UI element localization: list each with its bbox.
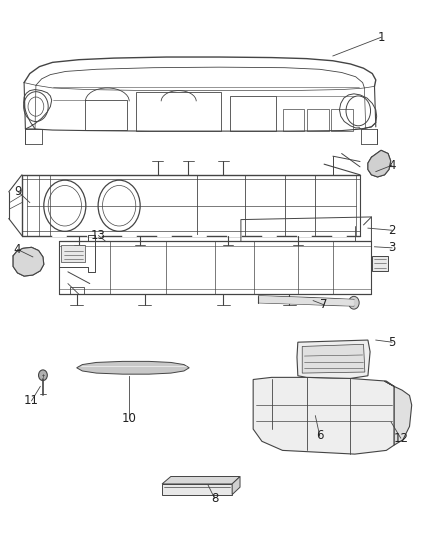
Text: 13: 13 [91, 229, 106, 242]
Polygon shape [162, 477, 240, 484]
Polygon shape [13, 247, 44, 276]
Circle shape [316, 398, 332, 417]
Text: 8: 8 [211, 492, 218, 505]
Polygon shape [253, 377, 394, 454]
Circle shape [349, 296, 359, 309]
Polygon shape [162, 484, 232, 495]
Text: 1: 1 [377, 31, 385, 44]
Text: 4: 4 [388, 159, 396, 172]
Polygon shape [385, 381, 412, 445]
Polygon shape [372, 256, 388, 271]
Text: 5: 5 [389, 336, 396, 349]
Polygon shape [61, 245, 85, 262]
Text: 12: 12 [393, 432, 408, 445]
Text: 4: 4 [14, 243, 21, 256]
Text: 11: 11 [24, 394, 39, 407]
Circle shape [39, 370, 47, 381]
Polygon shape [297, 340, 370, 378]
Text: 10: 10 [122, 412, 137, 425]
Polygon shape [232, 477, 240, 495]
Text: 7: 7 [320, 298, 328, 311]
Text: 6: 6 [316, 430, 324, 442]
Polygon shape [302, 344, 365, 373]
Text: 2: 2 [388, 224, 396, 237]
Polygon shape [368, 150, 391, 177]
Polygon shape [77, 361, 189, 374]
Text: 3: 3 [389, 241, 396, 254]
Polygon shape [258, 296, 354, 306]
Text: 9: 9 [14, 185, 22, 198]
